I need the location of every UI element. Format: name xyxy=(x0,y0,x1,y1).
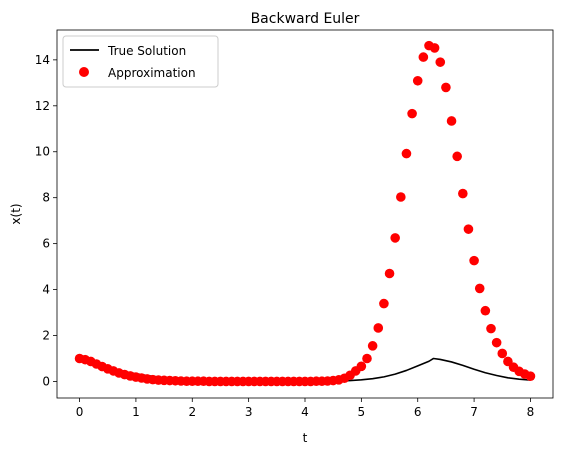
plot-area xyxy=(74,40,536,387)
approximation-point xyxy=(429,43,440,53)
chart-title: Backward Euler xyxy=(251,11,360,27)
y-tick-label: 0 xyxy=(42,374,50,388)
approximation-point xyxy=(418,52,429,62)
x-tick-label: 8 xyxy=(527,405,535,419)
approximation-point xyxy=(474,283,485,294)
approximation-point xyxy=(367,341,378,351)
x-tick-label: 5 xyxy=(358,405,366,419)
approximation-point xyxy=(373,323,384,333)
legend-marker-swatch xyxy=(79,67,89,77)
x-tick-label: 7 xyxy=(470,405,478,419)
y-tick-label: 2 xyxy=(42,329,50,343)
legend-label-true-solution: True Solution xyxy=(107,44,186,58)
marker-layer xyxy=(74,40,536,387)
approximation-point xyxy=(463,224,474,234)
y-tick-label: 14 xyxy=(35,53,50,67)
approximation-point xyxy=(396,192,406,202)
approximation-point xyxy=(441,82,451,93)
y-tick-label: 6 xyxy=(42,237,50,251)
approximation-point xyxy=(486,323,496,334)
legend: True Solution Approximation xyxy=(62,35,219,88)
y-tick-label: 10 xyxy=(35,145,50,159)
x-tick-label: 4 xyxy=(301,405,309,419)
approximation-point xyxy=(356,361,367,372)
y-axis: 0 2 4 6 8 10 12 14 xyxy=(35,53,57,388)
y-axis-label: x(t) xyxy=(9,203,23,224)
approximation-point xyxy=(435,57,446,67)
approximation-point xyxy=(379,298,389,309)
approximation-point xyxy=(469,255,479,266)
y-tick-label: 12 xyxy=(35,99,50,113)
approximation-point xyxy=(390,233,400,243)
approximation-point xyxy=(452,151,462,162)
x-tick-label: 6 xyxy=(414,405,422,419)
y-tick-label: 4 xyxy=(42,283,50,297)
x-tick-label: 2 xyxy=(188,405,196,419)
legend-label-approximation: Approximation xyxy=(108,66,196,80)
y-tick-label: 8 xyxy=(42,191,50,205)
approximation-point xyxy=(407,108,417,119)
approximation-point xyxy=(446,116,457,126)
approximation-point xyxy=(384,268,395,279)
approximation-point xyxy=(458,188,468,199)
approximation-point xyxy=(362,353,372,364)
legend-box xyxy=(62,35,219,88)
x-tick-label: 3 xyxy=(245,405,253,419)
x-tick-label: 0 xyxy=(76,405,84,419)
approximation-point xyxy=(525,371,536,381)
approximation-point xyxy=(412,75,423,86)
approximation-point xyxy=(401,148,412,159)
x-axis: 0 1 2 3 4 5 6 7 8 xyxy=(76,398,535,419)
x-axis-label: t xyxy=(303,431,308,445)
x-tick-label: 1 xyxy=(132,405,140,419)
approximation-point xyxy=(497,348,508,359)
approximation-point xyxy=(480,305,491,316)
approximation-point xyxy=(491,337,502,348)
